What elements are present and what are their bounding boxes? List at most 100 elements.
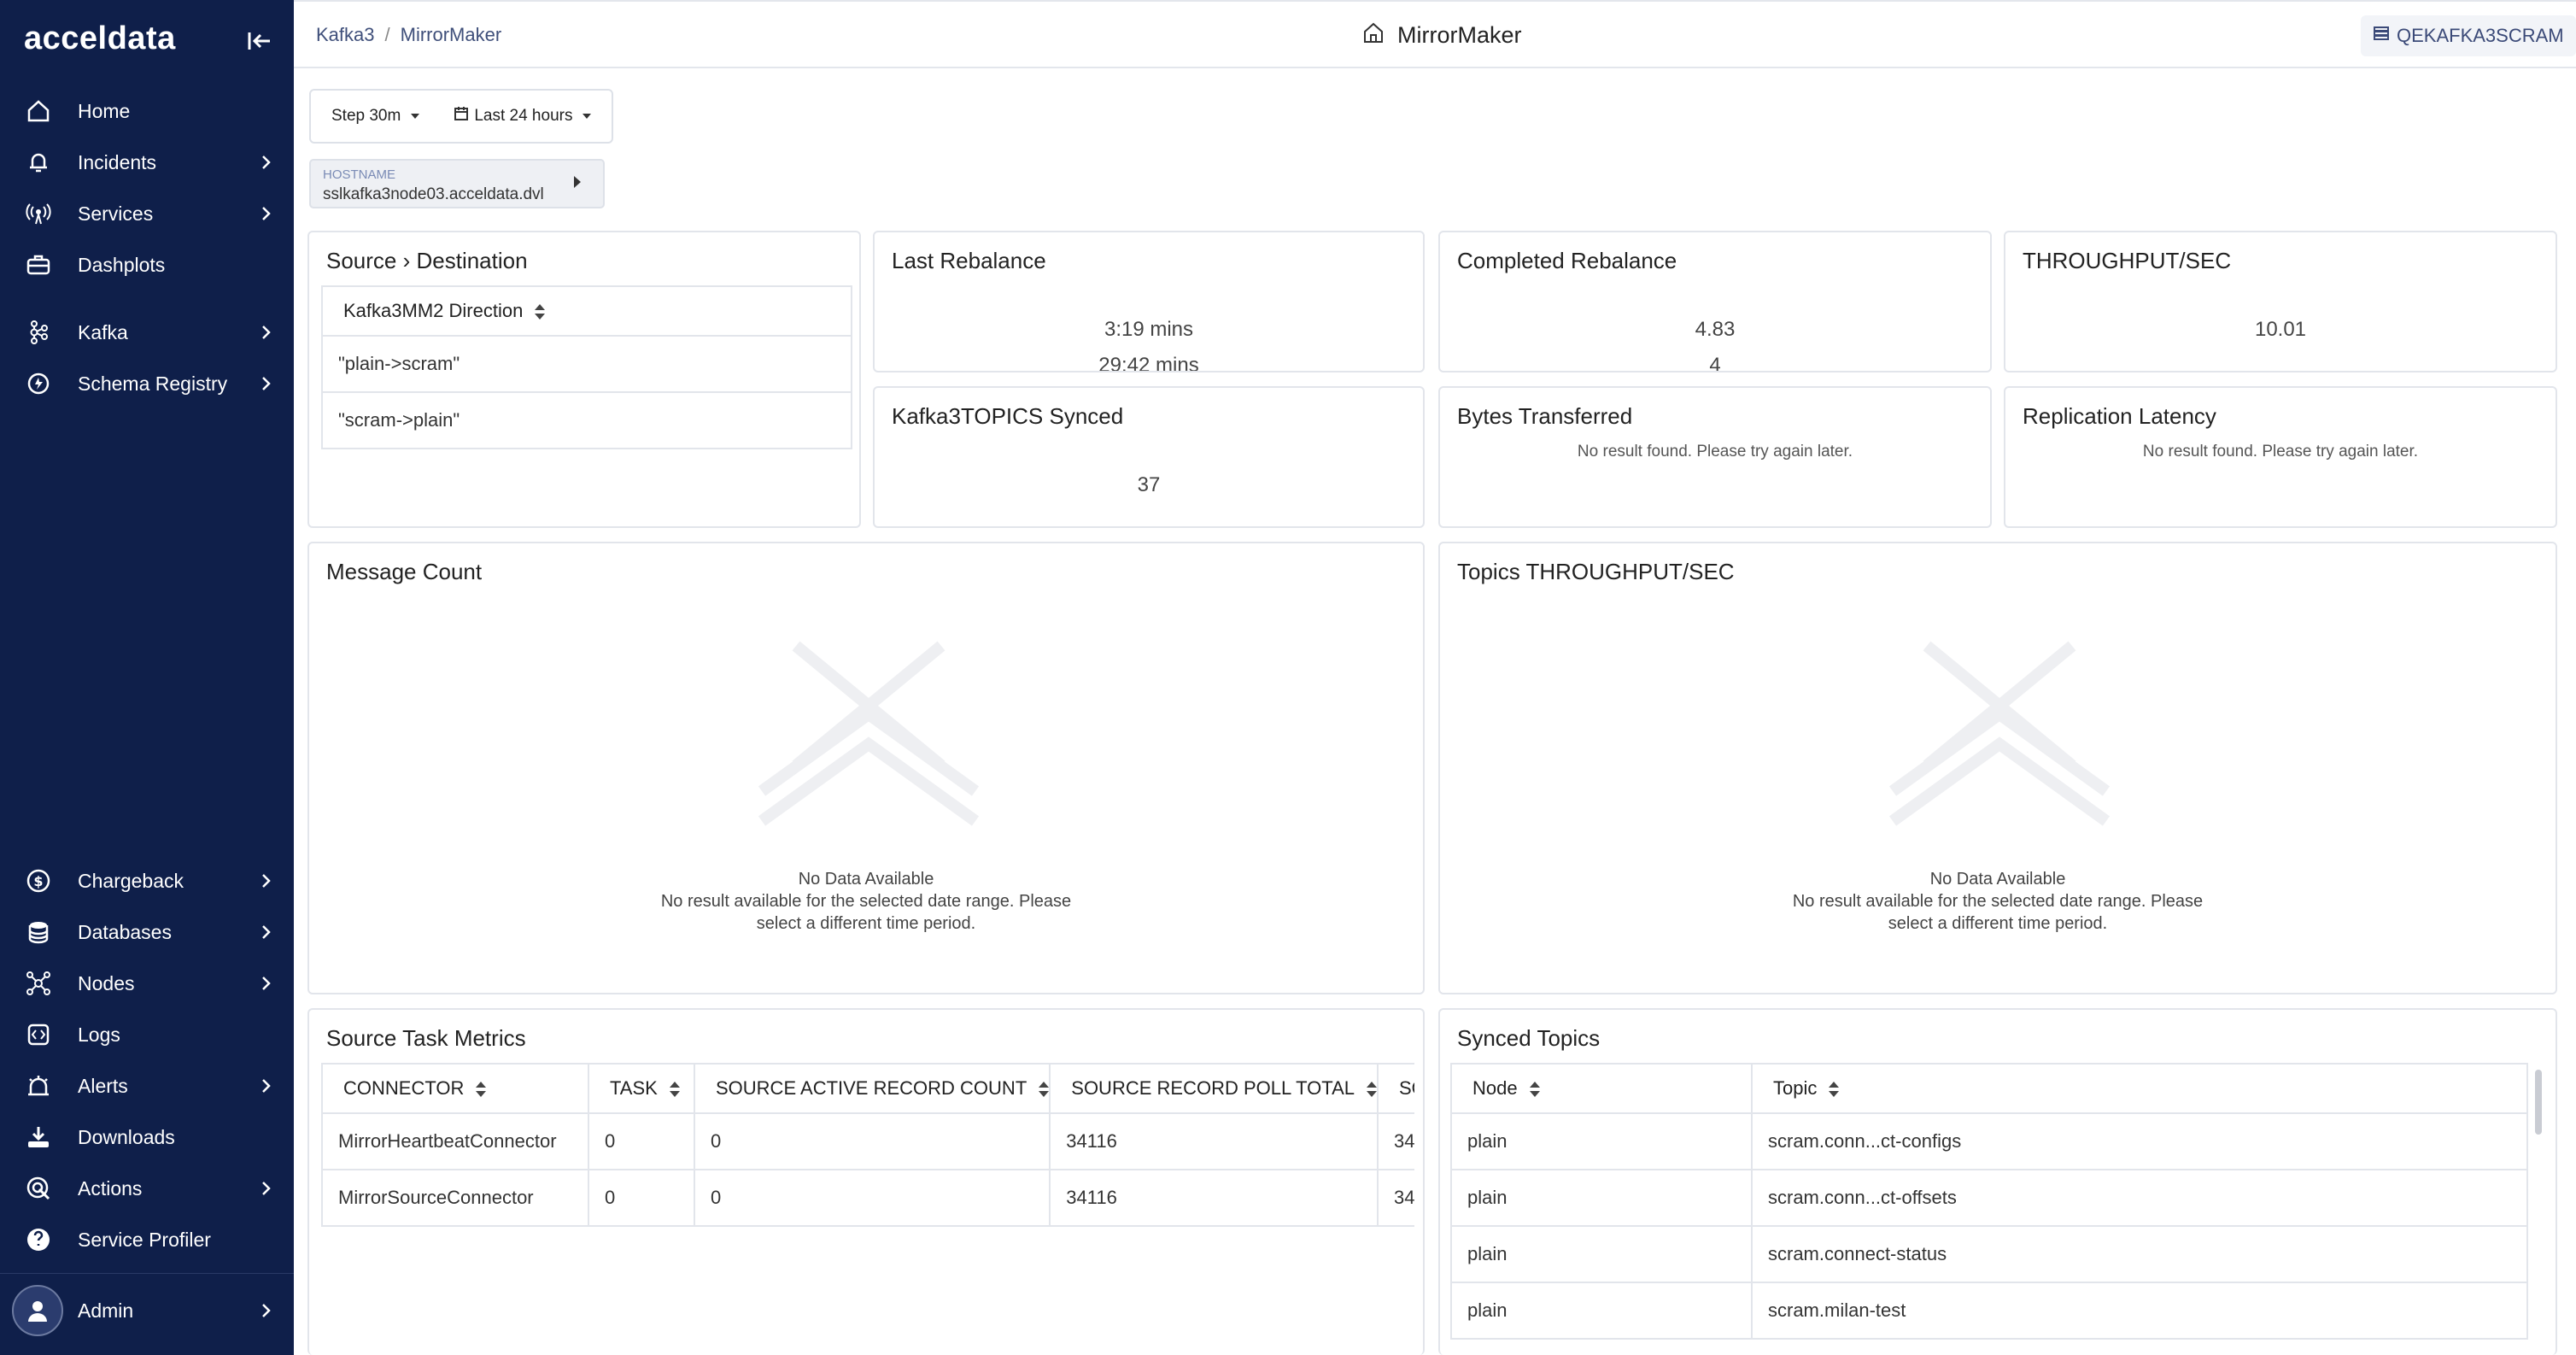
source-destination-card: Source › Destination Kafka3MM2 Direction… [307,231,861,528]
column-header-label: Node [1472,1077,1518,1099]
table-row[interactable]: plain scram.conn...ct-offsets [1450,1169,2528,1227]
sidebar-item-label: Admin [78,1299,134,1322]
column-header-source-record-poll-total[interactable]: SOURCE RECORD POLL TOTAL [1049,1063,1379,1114]
collapse-sidebar-icon[interactable] [244,26,275,56]
sidebar-item-alerts[interactable]: Alerts [0,1062,294,1110]
column-header-connector[interactable]: CONNECTOR [321,1063,589,1114]
sidebar-item-label: Chargeback [78,869,184,892]
column-header-topic[interactable]: Topic [1751,1063,2528,1114]
card-title: Topics THROUGHPUT/SEC [1457,559,1735,584]
sidebar-item-dashplots[interactable]: Dashplots [0,241,294,289]
sidebar-item-home[interactable]: Home [0,87,294,135]
sidebar-item-label: Services [78,202,154,225]
table-cell: MirrorHeartbeatConnector [321,1112,589,1170]
home-icon [24,97,53,126]
table-row[interactable]: MirrorSourceConnector 0 0 34116 3411 [321,1169,1414,1227]
table-cell: 0 [693,1112,1051,1170]
sort-icon [1829,1082,1840,1098]
breadcrumb: Kafka3/MirrorMaker [316,24,502,45]
table-cell: scram.connect-status [1751,1225,2528,1283]
sidebar-item-service-profiler[interactable]: Service Profiler [0,1216,294,1264]
breadcrumb-mirrormaker[interactable]: MirrorMaker [400,24,502,45]
card-title: THROUGHPUT/SEC [2023,248,2232,273]
sidebar-item-admin[interactable]: Admin [0,1287,294,1334]
chevron-right-icon [258,324,275,341]
no-data-message: No Data Available No result available fo… [309,868,1423,935]
no-data-line: No result available for the selected dat… [1792,892,2204,911]
time-range-dropdown[interactable]: Last 24 hours [454,106,592,126]
cluster-icon [2373,25,2390,47]
column-header-label: SOU [1398,1077,1414,1099]
step-dropdown[interactable]: Step 30m [331,107,420,126]
table-row[interactable]: plain scram.milan-test [1450,1282,2528,1340]
alert-icon [24,1071,53,1100]
sidebar-item-label: Incidents [78,150,157,173]
bell-icon [24,148,53,177]
sidebar-item-incidents[interactable]: Incidents [0,138,294,186]
sidebar-item-downloads[interactable]: Downloads [0,1113,294,1161]
sidebar-item-schema-registry[interactable]: Schema Registry [0,360,294,408]
replication-latency-card: Replication Latency No result found. Ple… [2004,386,2557,528]
table-cell: 34116 [1049,1169,1379,1227]
breadcrumb-kafka3[interactable]: Kafka3 [316,24,375,45]
column-header-node[interactable]: Node [1450,1063,1753,1114]
table-cell: "plain->scram" [321,335,852,393]
service-profiler-icon [24,1225,53,1254]
column-header-task[interactable]: TASK [588,1063,695,1114]
metric-value: 4 [1709,354,1721,372]
sidebar-item-actions[interactable]: Actions [0,1164,294,1212]
sidebar-item-label: Schema Registry [78,372,228,395]
table-row[interactable]: "scram->plain" [321,391,852,449]
scrollbar-thumb[interactable] [2535,1070,2542,1135]
metric-value: 37 [1137,473,1161,496]
table-row[interactable]: "plain->scram" [321,335,852,393]
table-cell: plain [1450,1282,1753,1340]
source-task-metrics-card: Source Task Metrics CONNECTOR TASK SOURC… [307,1008,1425,1355]
sidebar-item-kafka[interactable]: Kafka [0,308,294,356]
column-header-direction[interactable]: Kafka3MM2 Direction [321,285,852,337]
table-scroll-container[interactable]: CONNECTOR TASK SOURCE ACTIVE RECORD COUN… [321,1063,1414,1227]
table-cell: 34116 [1049,1112,1379,1170]
cluster-name: QEKAFKA3SCRAM [2397,25,2564,46]
table-row[interactable]: plain scram.conn...ct-configs [1450,1112,2528,1170]
sidebar-item-logs[interactable]: Logs [0,1011,294,1059]
hostname-selector[interactable]: HOSTNAME sslkafka3node03.acceldata.dvl [309,159,605,208]
table-row[interactable]: plain scram.connect-status [1450,1225,2528,1283]
table-scroll-container[interactable]: Node Topic plain scram.conn...ct-configs … [1450,1063,2528,1355]
column-header-source-active-record-count[interactable]: SOURCE ACTIVE RECORD COUNT [693,1063,1051,1114]
sort-icon [476,1082,487,1098]
kafka-icon [24,318,53,347]
sidebar-item-nodes[interactable]: Nodes [0,959,294,1007]
svg-text:$: $ [33,873,43,889]
sidebar-item-services[interactable]: Services [0,190,294,238]
metric-value: 10.01 [2254,318,2307,341]
card-title: Message Count [326,559,483,584]
sort-icon [535,304,546,320]
page-title-text: MirrorMaker [1397,22,1522,48]
filter-bar: Step 30m Last 24 hours [309,89,613,144]
sort-icon [1039,1082,1050,1098]
table-cell: 0 [693,1169,1051,1227]
time-range-label: Last 24 hours [474,107,573,125]
table-cell: 0 [588,1169,695,1227]
no-data-illustration [758,641,980,826]
sidebar-item-databases[interactable]: Databases [0,908,294,956]
avatar[interactable] [12,1285,63,1336]
cluster-selector[interactable]: QEKAFKA3SCRAM [2361,15,2576,56]
card-title: Synced Topics [1457,1025,1601,1051]
sidebar-item-label: Actions [78,1176,143,1200]
chevron-right-icon [258,1077,275,1094]
column-header-label: Kafka3MM2 Direction [343,300,524,321]
download-icon [24,1123,53,1152]
schema-registry-icon [24,369,53,398]
table-cell: 0 [588,1112,695,1170]
acceldata-logo[interactable]: acceldata [24,21,176,56]
sort-icon [1529,1082,1540,1098]
last-rebalance-card: Last Rebalance 3:19 mins 29:42 mins [873,231,1425,372]
step-label: Step 30m [331,107,401,125]
sidebar-item-chargeback[interactable]: $ Chargeback [0,857,294,905]
table-cell: scram.conn...ct-offsets [1751,1169,2528,1227]
column-header-label: TASK [610,1077,658,1099]
table-row[interactable]: MirrorHeartbeatConnector 0 0 34116 3411 [321,1112,1414,1170]
column-header-truncated[interactable]: SOU [1376,1063,1414,1114]
